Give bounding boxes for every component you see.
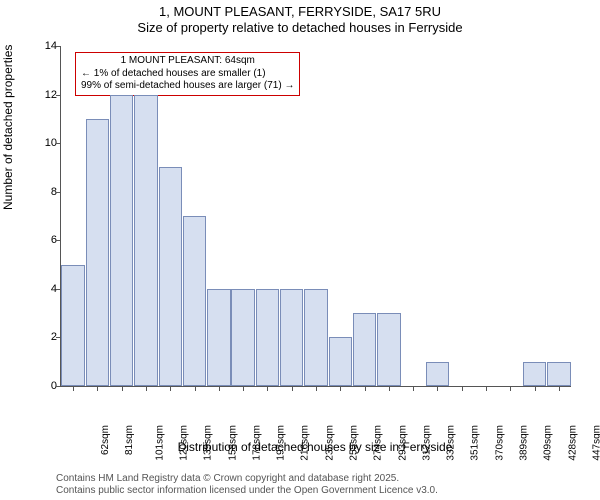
histogram-bar: [110, 95, 133, 386]
chart-title-line1: 1, MOUNT PLEASANT, FERRYSIDE, SA17 5RU: [0, 0, 600, 19]
x-tick-mark: [219, 386, 220, 391]
x-tick-mark: [340, 386, 341, 391]
histogram-bar: [329, 337, 352, 386]
annotation-line1: 1 MOUNT PLEASANT: 64sqm: [81, 55, 294, 68]
chart-title-line2: Size of property relative to detached ho…: [0, 19, 600, 37]
annotation-line3: 99% of semi-detached houses are larger (…: [81, 80, 294, 93]
histogram-bar: [207, 289, 230, 386]
x-tick-mark: [122, 386, 123, 391]
x-axis-label: Distribution of detached houses by size …: [60, 440, 570, 454]
histogram-bar: [304, 289, 327, 386]
histogram-bar: [256, 289, 279, 386]
x-tick-mark: [389, 386, 390, 391]
x-tick-mark: [195, 386, 196, 391]
histogram-bar: [86, 119, 109, 386]
footer-line1: Contains HM Land Registry data © Crown c…: [56, 473, 438, 485]
y-tick-label: 10: [31, 137, 57, 149]
x-tick-mark: [486, 386, 487, 391]
x-tick-mark: [559, 386, 560, 391]
y-tick-label: 2: [31, 331, 57, 343]
y-axis-label: Number of detached properties: [1, 45, 15, 210]
footer-attribution: Contains HM Land Registry data © Crown c…: [56, 473, 438, 496]
x-tick-mark: [170, 386, 171, 391]
histogram-bar: [523, 362, 546, 386]
y-tick-label: 12: [31, 89, 57, 101]
histogram-bar: [183, 216, 206, 386]
footer-line2: Contains public sector information licen…: [56, 485, 438, 497]
annotation-box: 1 MOUNT PLEASANT: 64sqm ← 1% of detached…: [75, 52, 300, 96]
plot-area: 1 MOUNT PLEASANT: 64sqm ← 1% of detached…: [60, 46, 571, 387]
y-tick-mark: [56, 240, 61, 241]
x-tick-mark: [97, 386, 98, 391]
y-tick-label: 8: [31, 186, 57, 198]
annotation-line2: ← 1% of detached houses are smaller (1): [81, 68, 294, 81]
y-tick-label: 0: [31, 380, 57, 392]
y-tick-mark: [56, 337, 61, 338]
x-tick-mark: [535, 386, 536, 391]
x-tick-mark: [267, 386, 268, 391]
histogram-bar: [426, 362, 449, 386]
y-tick-mark: [56, 95, 61, 96]
y-tick-mark: [56, 386, 61, 387]
histogram-bar: [61, 265, 84, 386]
x-tick-mark: [146, 386, 147, 391]
histogram-bar: [231, 289, 254, 386]
y-tick-mark: [56, 289, 61, 290]
y-tick-label: 14: [31, 40, 57, 52]
histogram-bar: [134, 95, 157, 386]
x-tick-mark: [316, 386, 317, 391]
x-tick-mark: [437, 386, 438, 391]
x-tick-mark: [292, 386, 293, 391]
y-tick-mark: [56, 46, 61, 47]
x-tick-mark: [243, 386, 244, 391]
histogram-bar: [280, 289, 303, 386]
y-tick-label: 4: [31, 283, 57, 295]
histogram-bar: [353, 313, 376, 386]
x-tick-mark: [365, 386, 366, 391]
x-tick-mark: [510, 386, 511, 391]
x-tick-mark: [462, 386, 463, 391]
y-tick-mark: [56, 192, 61, 193]
y-tick-mark: [56, 143, 61, 144]
x-tick-label: 447sqm: [591, 425, 600, 461]
histogram-bar: [377, 313, 400, 386]
y-tick-label: 6: [31, 234, 57, 246]
x-tick-mark: [73, 386, 74, 391]
x-tick-mark: [413, 386, 414, 391]
histogram-bar: [159, 167, 182, 386]
histogram-bar: [547, 362, 570, 386]
